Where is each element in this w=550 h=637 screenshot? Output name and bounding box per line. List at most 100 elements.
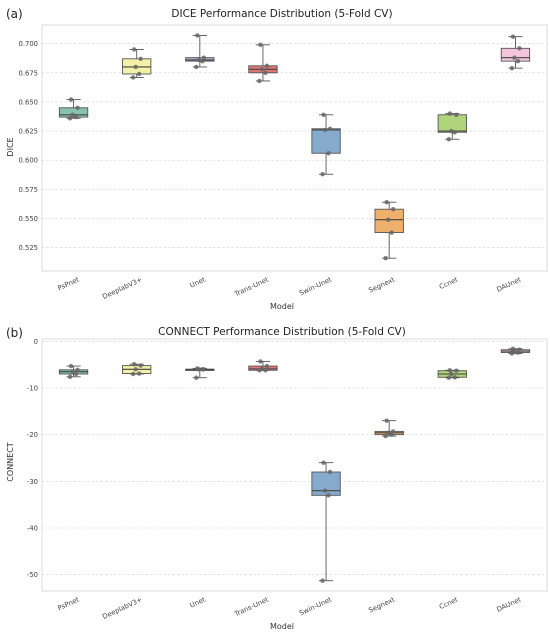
dice-x-tick-label: PsPnet [56,275,80,292]
dice-y-tick-label: 0.550 [19,215,38,223]
dice-x-tick-label: Swin-Unet [298,275,333,297]
connect-x-axis-label: Model [270,622,294,631]
dice-y-tick-label: 0.575 [19,186,38,194]
connect-y-tick-label: -20 [27,431,38,439]
dice-data-point [70,112,75,117]
dice-x-axis-label: Model [270,302,294,311]
connect-data-point [327,469,333,475]
dice-chart-title: DICE Performance Distribution (5-Fold CV… [171,8,392,20]
connect-data-point [263,368,268,373]
dice-data-point [327,126,333,131]
connect-plot-area: -50 -40 -30 -20 -10 0 PsPnet DeeplabV3+ Unet Tran… [27,338,548,621]
dice-data-point [259,67,265,72]
dice-data-point [258,42,263,48]
dice-data-point [452,130,458,135]
connect-plot-frame [41,338,548,592]
dice-box [58,107,89,118]
dice-data-point [390,207,396,212]
connect-data-point [383,433,388,439]
connect-y-axis-label: CONNECT [6,442,15,481]
dice-data-point [515,58,521,64]
connect-y-tick-label: -40 [27,525,38,533]
dice-y-axis-label: DICE [6,137,15,156]
dice-plot-area: 0.525 0.550 0.575 0.600 0.625 0.650 0.675 0.700… [19,24,548,301]
connect-x-tick-label: Unet [189,595,207,609]
dice-data-point [512,55,517,60]
dice-data-point [75,105,80,110]
connect-data-point [385,430,391,435]
dice-y-tick-label: 0.650 [19,98,38,106]
connect-data-point [258,359,263,364]
connect-data-point [201,367,207,372]
dice-data-point [131,47,137,52]
dice-data-point [383,255,388,261]
dice-box [311,128,341,154]
dice-data-point [384,200,389,205]
dice-data-point [389,230,394,235]
connect-data-point [70,369,75,374]
connect-data-point [75,367,80,372]
dice-x-tick-label: Unet [189,275,207,289]
dice-y-tick-label: 0.600 [19,157,38,165]
connect-data-point [449,371,454,377]
connect-data-point [194,375,199,380]
dice-data-point [263,70,268,76]
connect-data-point [68,363,74,369]
dice-x-tick-label: Segnext [367,275,396,294]
dice-y-tick-label: 0.625 [19,128,38,136]
dice-data-point [454,112,459,117]
connect-data-point [320,578,325,583]
dice-data-point [200,58,205,64]
connect-data-point [138,363,143,368]
dice-y-tick-label: 0.675 [19,69,38,77]
connect-data-point [264,363,270,369]
connect-x-tick-label: Swin-Unet [298,595,333,617]
connect-x-tick-label: PsPnet [56,595,80,612]
dice-data-point [194,64,199,70]
dice-data-point [447,111,453,116]
connect-data-point [130,371,136,377]
dice-data-point [138,56,143,62]
dice-data-point [68,97,74,102]
dice-data-point [385,217,391,222]
dice-data-point [67,116,73,121]
connect-x-tick-label: DAUnet [495,595,522,613]
dice-data-point [264,63,270,69]
panel-a-letter: (a) [6,7,23,21]
connect-y-tick-label: -10 [27,385,38,393]
connect-data-point [452,375,458,380]
dice-data-point [133,64,138,70]
dice-y-tick-label: 0.525 [19,244,38,252]
dice-y-tick-label: 0.700 [19,40,38,48]
connect-x-tick-label: Segnext [367,595,396,614]
connect-x-tick-label: DeeplabV3+ [101,596,143,621]
dice-x-tick-label: DeeplabV3+ [101,276,143,301]
connect-chart-title: CONNECT Performance Distribution (5-Fold… [158,326,406,338]
connect-data-point [131,362,137,367]
dice-data-point [73,114,79,120]
dice-data-point [195,33,200,38]
connect-data-point [326,493,331,498]
connect-y-tick-label: -50 [27,571,38,579]
dice-data-point [326,151,331,156]
connect-data-point [390,429,396,434]
dice-data-point [322,127,328,133]
connect-x-tick-label: Trans-Unet [232,595,270,618]
dice-data-point [446,137,452,142]
dice-data-point [510,34,516,39]
connect-data-point [447,368,453,373]
dice-data-point [321,112,326,117]
dice-data-point [136,71,142,77]
connect-y-tick-label: 0 [34,338,38,346]
dice-data-point [196,57,202,63]
connect-data-point [446,375,452,380]
connect-data-point [321,460,326,465]
dice-x-tick-label: Trans-Unet [232,275,270,298]
dice-data-point [257,78,262,84]
connect-data-point [133,367,138,372]
connect-data-point [389,432,394,437]
connect-data-point [73,371,79,377]
connect-x-tick-label: Ccnet [438,595,459,611]
connect-data-point [322,488,328,493]
